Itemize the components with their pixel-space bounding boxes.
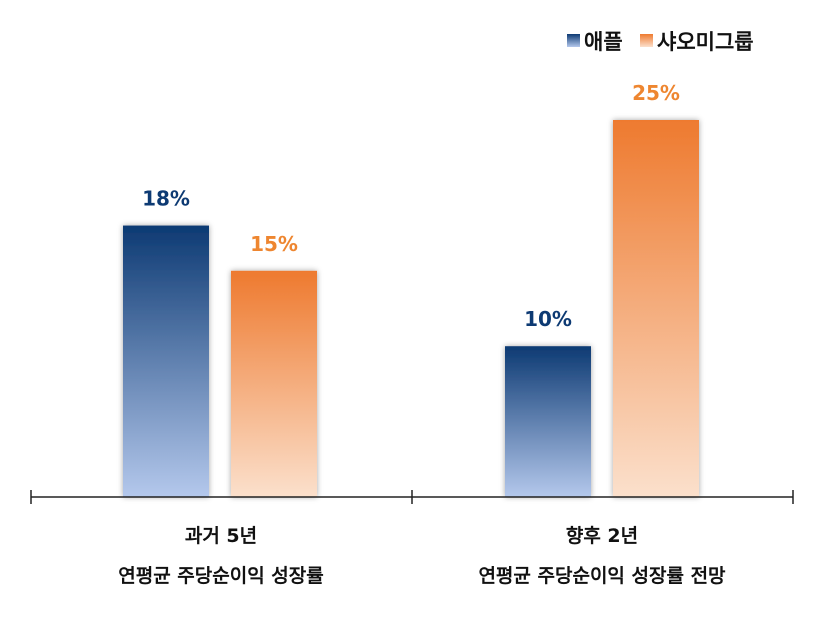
value-label-1-series-1: 25% xyxy=(632,81,680,105)
bar-1-series-0 xyxy=(505,346,591,497)
legend-swatch-series-1 xyxy=(640,34,653,47)
legend-swatch-series-0 xyxy=(567,34,580,47)
legend-label-series-0: 애플 xyxy=(584,30,623,54)
value-label-1-series-0: 10% xyxy=(524,307,572,331)
bars-layer xyxy=(123,120,699,497)
value-label-0-series-1: 15% xyxy=(250,232,298,256)
category-1-line-2: 연평균 주당순이익 성장률 전망 xyxy=(478,565,726,587)
value-labels-layer: 18% 15% 10% 25% xyxy=(142,81,680,331)
bar-1-series-1 xyxy=(613,120,699,497)
category-1-line-1: 향후 2년 xyxy=(566,525,638,547)
legend: 애플 샤오미그룹 xyxy=(567,30,754,54)
bar-0-series-0 xyxy=(123,225,209,497)
value-label-0-series-0: 18% xyxy=(142,187,190,211)
legend-label-series-1: 샤오미그룹 xyxy=(657,30,754,54)
category-0-line-1: 과거 5년 xyxy=(185,525,257,547)
category-labels-layer: 과거 5년 연평균 주당순이익 성장률 향후 2년 연평균 주당순이익 성장률 … xyxy=(118,525,726,587)
x-axis xyxy=(30,490,794,504)
bar-0-series-1 xyxy=(231,270,317,497)
category-0-line-2: 연평균 주당순이익 성장률 xyxy=(118,565,324,587)
